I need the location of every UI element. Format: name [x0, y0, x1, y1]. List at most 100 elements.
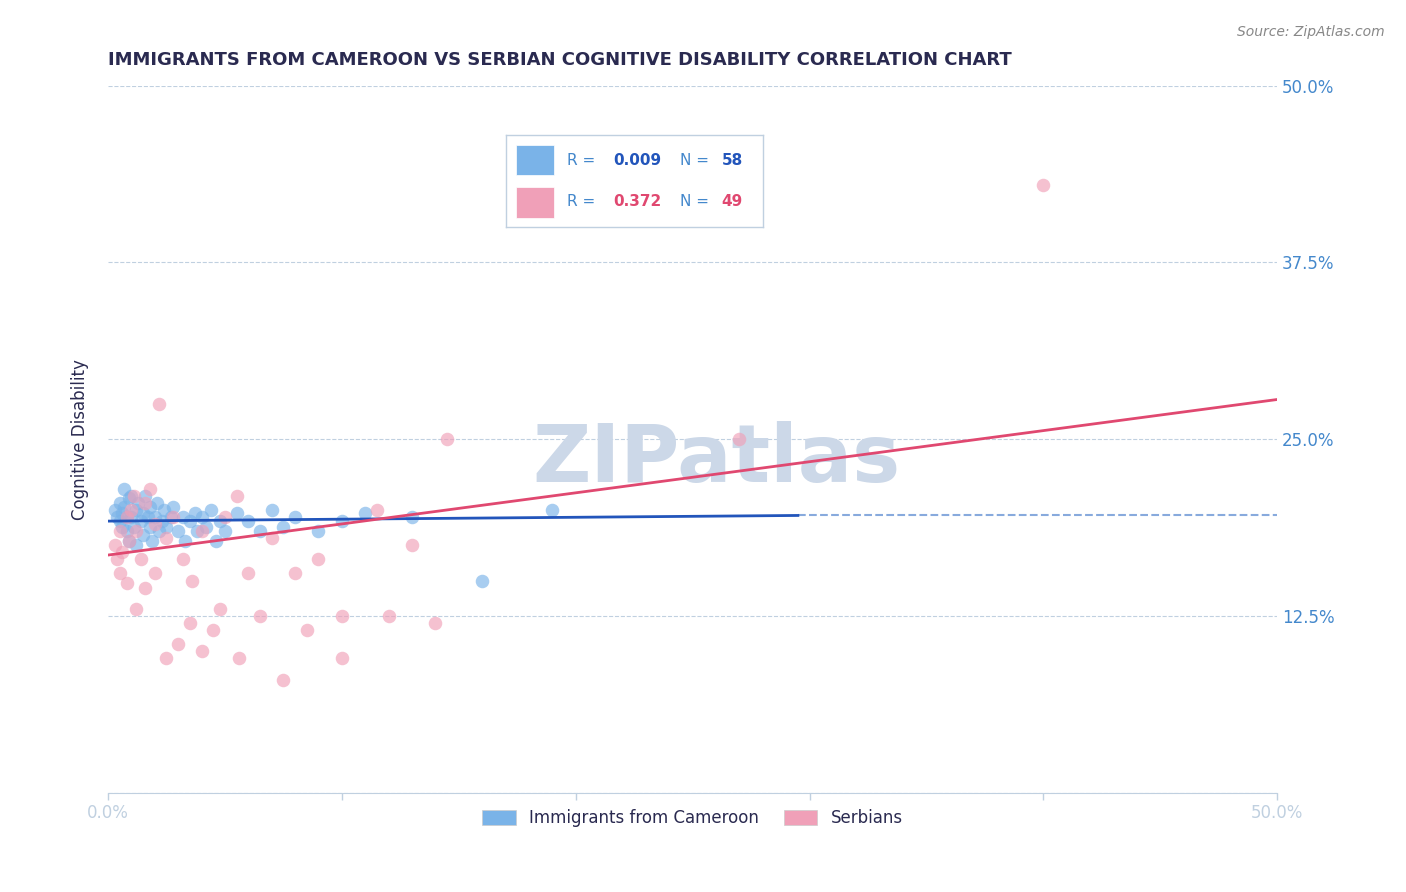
Point: [249, 524, 271, 538]
Point: [120, 509, 142, 524]
Point: [125, 524, 148, 538]
Point: [115, 509, 138, 524]
Point: [155, 651, 177, 665]
Point: [146, 496, 169, 510]
Point: [284, 509, 307, 524]
Point: [134, 489, 156, 503]
Point: [260, 531, 283, 545]
Point: [200, 503, 222, 517]
Point: [143, 509, 166, 524]
Point: [134, 581, 156, 595]
Point: [160, 509, 183, 524]
Point: [132, 528, 155, 542]
Point: [401, 509, 423, 524]
Text: Source: ZipAtlas.com: Source: ZipAtlas.com: [1237, 25, 1385, 39]
Point: [139, 500, 162, 514]
Point: [308, 552, 330, 566]
Point: [260, 503, 283, 517]
Point: [728, 432, 751, 446]
Point: [139, 482, 162, 496]
Point: [181, 574, 204, 588]
Point: [118, 491, 141, 506]
Point: [125, 503, 148, 517]
Point: [273, 520, 295, 534]
Point: [127, 496, 149, 510]
Y-axis label: Cognitive Disability: Cognitive Disability: [72, 359, 89, 519]
Point: [112, 500, 135, 514]
Point: [225, 506, 247, 520]
Point: [202, 623, 225, 637]
Point: [195, 520, 218, 534]
Point: [118, 533, 141, 548]
Point: [209, 602, 232, 616]
Point: [436, 432, 458, 446]
Point: [125, 538, 148, 552]
Point: [115, 576, 138, 591]
Point: [115, 509, 138, 524]
Point: [122, 489, 145, 503]
Point: [308, 524, 330, 538]
Text: ZIPatlas: ZIPatlas: [531, 421, 900, 500]
Point: [1032, 178, 1054, 192]
Point: [172, 509, 194, 524]
Point: [108, 496, 131, 510]
Text: IMMIGRANTS FROM CAMEROON VS SERBIAN COGNITIVE DISABILITY CORRELATION CHART: IMMIGRANTS FROM CAMEROON VS SERBIAN COGN…: [108, 51, 1012, 69]
Point: [162, 500, 184, 514]
Point: [377, 608, 399, 623]
Point: [366, 503, 388, 517]
Point: [104, 538, 127, 552]
Point: [214, 524, 236, 538]
Point: [108, 566, 131, 581]
Legend: Immigrants from Cameroon, Serbians: Immigrants from Cameroon, Serbians: [475, 803, 910, 834]
Point: [209, 514, 232, 528]
Point: [108, 514, 131, 528]
Point: [111, 520, 134, 534]
Point: [284, 566, 307, 581]
Point: [132, 506, 155, 520]
Point: [354, 506, 377, 520]
Point: [120, 489, 142, 503]
Point: [141, 533, 163, 548]
Point: [401, 538, 423, 552]
Point: [228, 651, 250, 665]
Point: [330, 608, 353, 623]
Point: [118, 533, 141, 548]
Point: [249, 608, 271, 623]
Point: [136, 509, 159, 524]
Point: [214, 509, 236, 524]
Point: [115, 524, 138, 538]
Point: [129, 514, 152, 528]
Point: [105, 509, 128, 524]
Point: [204, 533, 226, 548]
Point: [125, 602, 148, 616]
Point: [172, 552, 194, 566]
Point: [153, 503, 176, 517]
Point: [112, 482, 135, 496]
Point: [122, 520, 145, 534]
Point: [190, 524, 212, 538]
Point: [225, 489, 247, 503]
Point: [471, 574, 494, 588]
Point: [148, 397, 170, 411]
Point: [150, 514, 173, 528]
Point: [155, 531, 177, 545]
Point: [179, 514, 201, 528]
Point: [111, 545, 134, 559]
Point: [238, 514, 260, 528]
Point: [190, 644, 212, 658]
Point: [425, 615, 447, 630]
Point: [541, 503, 564, 517]
Point: [143, 516, 166, 531]
Point: [238, 566, 260, 581]
Point: [104, 503, 127, 517]
Point: [179, 615, 201, 630]
Point: [129, 552, 152, 566]
Point: [167, 637, 190, 651]
Point: [155, 520, 177, 534]
Point: [330, 651, 353, 665]
Point: [183, 506, 205, 520]
Point: [143, 566, 166, 581]
Point: [273, 673, 295, 687]
Point: [108, 524, 131, 538]
Point: [148, 524, 170, 538]
